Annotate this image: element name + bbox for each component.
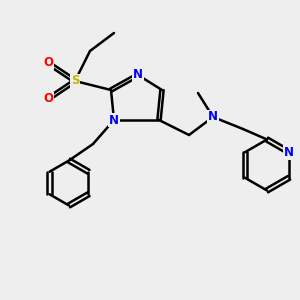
Text: N: N — [208, 110, 218, 124]
Text: O: O — [43, 92, 53, 106]
Text: N: N — [133, 68, 143, 82]
Text: N: N — [284, 146, 294, 159]
Text: O: O — [43, 56, 53, 70]
Text: N: N — [109, 113, 119, 127]
Text: S: S — [71, 74, 79, 88]
